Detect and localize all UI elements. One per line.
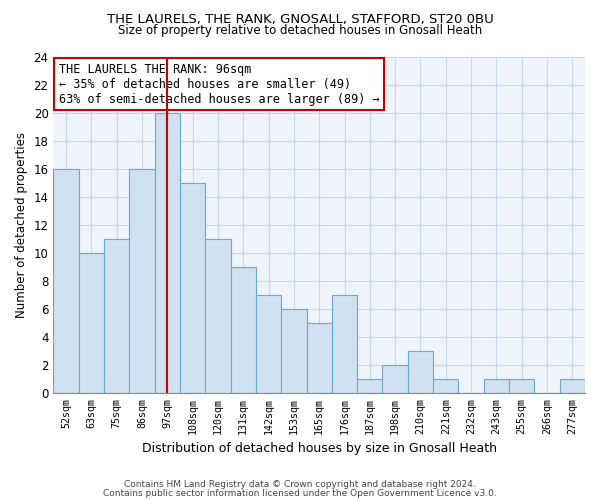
Bar <box>357 379 382 393</box>
Bar <box>433 379 458 393</box>
Bar <box>205 239 230 393</box>
Bar <box>180 183 205 393</box>
Text: Contains public sector information licensed under the Open Government Licence v3: Contains public sector information licen… <box>103 488 497 498</box>
Bar <box>332 295 357 393</box>
Bar <box>408 351 433 393</box>
Bar <box>307 323 332 393</box>
Text: Contains HM Land Registry data © Crown copyright and database right 2024.: Contains HM Land Registry data © Crown c… <box>124 480 476 489</box>
Text: Size of property relative to detached houses in Gnosall Heath: Size of property relative to detached ho… <box>118 24 482 37</box>
Bar <box>53 170 79 393</box>
X-axis label: Distribution of detached houses by size in Gnosall Heath: Distribution of detached houses by size … <box>142 442 497 455</box>
Text: THE LAURELS, THE RANK, GNOSALL, STAFFORD, ST20 0BU: THE LAURELS, THE RANK, GNOSALL, STAFFORD… <box>107 12 493 26</box>
Bar <box>79 253 104 393</box>
Bar <box>104 239 130 393</box>
Bar <box>484 379 509 393</box>
Bar <box>560 379 585 393</box>
Bar <box>256 295 281 393</box>
Bar <box>509 379 535 393</box>
Bar <box>130 170 155 393</box>
Bar <box>230 267 256 393</box>
Bar <box>281 309 307 393</box>
Y-axis label: Number of detached properties: Number of detached properties <box>15 132 28 318</box>
Bar <box>382 365 408 393</box>
Text: THE LAURELS THE RANK: 96sqm
← 35% of detached houses are smaller (49)
63% of sem: THE LAURELS THE RANK: 96sqm ← 35% of det… <box>59 62 379 106</box>
Bar <box>155 114 180 393</box>
